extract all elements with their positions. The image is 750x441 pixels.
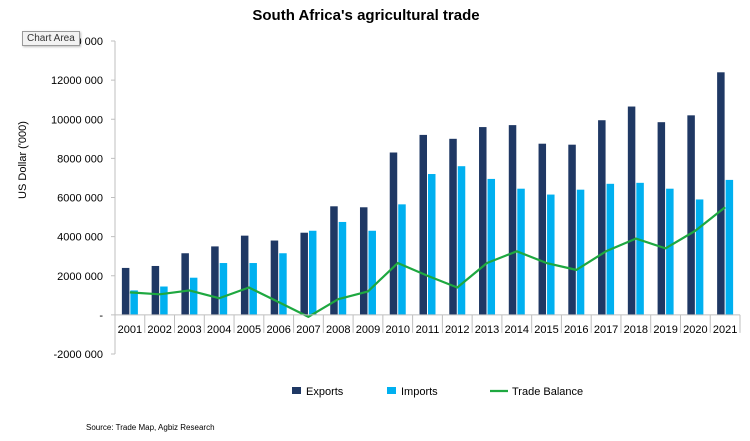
exports-bar bbox=[449, 138, 457, 315]
imports-bar bbox=[487, 178, 496, 315]
y-tick-label: 6000 000 bbox=[57, 193, 103, 205]
x-tick-label: 2009 bbox=[356, 324, 380, 336]
legend-label: Exports bbox=[306, 386, 344, 398]
x-tick-label: 2008 bbox=[326, 324, 350, 336]
exports-bar bbox=[657, 122, 666, 315]
imports-bar bbox=[636, 182, 644, 315]
imports-bar bbox=[666, 188, 674, 315]
x-tick-label: 2001 bbox=[118, 324, 142, 336]
exports-bar bbox=[389, 152, 398, 315]
imports-bar bbox=[189, 277, 198, 315]
exports-bar bbox=[419, 134, 427, 315]
x-tick-label: 2006 bbox=[266, 324, 290, 336]
exports-bar bbox=[300, 232, 308, 315]
legend-label: Imports bbox=[401, 386, 438, 398]
source-note: Source: Trade Map, Agbiz Research bbox=[86, 423, 215, 432]
x-tick-label: 2013 bbox=[475, 324, 499, 336]
exports-bar bbox=[687, 115, 695, 315]
imports-bar bbox=[547, 194, 555, 315]
x-tick-label: 2010 bbox=[385, 324, 409, 336]
y-tick-label: 8000 000 bbox=[57, 153, 103, 165]
imports-bar bbox=[160, 286, 168, 315]
imports-bar bbox=[130, 290, 138, 315]
exports-bar bbox=[479, 127, 487, 315]
imports-bar bbox=[398, 204, 406, 315]
exports-bar bbox=[211, 246, 219, 315]
imports-bar bbox=[725, 179, 734, 315]
y-tick-label: 4000 000 bbox=[57, 232, 103, 244]
exports-bar bbox=[359, 207, 368, 315]
x-tick-label: 2005 bbox=[237, 324, 261, 336]
chart-area-tooltip: Chart Area bbox=[22, 31, 80, 46]
x-tick-label: 2020 bbox=[683, 324, 707, 336]
imports-bar bbox=[695, 199, 704, 315]
exports-bar bbox=[121, 267, 130, 315]
exports-bar bbox=[270, 240, 279, 315]
legend-swatch bbox=[387, 387, 396, 394]
imports-bar bbox=[308, 230, 317, 315]
x-tick-label: 2019 bbox=[653, 324, 677, 336]
y-tick-label: -2000 000 bbox=[53, 349, 103, 361]
imports-bar bbox=[517, 188, 525, 315]
y-tick-label: - bbox=[99, 310, 103, 322]
legend-swatch bbox=[292, 387, 301, 394]
x-tick-label: 2014 bbox=[505, 324, 529, 336]
exports-bar bbox=[627, 106, 636, 315]
exports-bar bbox=[508, 125, 517, 315]
y-tick-label: 10000 000 bbox=[51, 114, 103, 126]
chart-title: South Africa's agricultural trade bbox=[252, 7, 479, 24]
x-tick-label: 2012 bbox=[445, 324, 469, 336]
x-tick-label: 2004 bbox=[207, 324, 231, 336]
x-tick-label: 2016 bbox=[564, 324, 588, 336]
x-tick-label: 2002 bbox=[147, 324, 171, 336]
exports-bar bbox=[598, 120, 606, 315]
exports-bar bbox=[568, 144, 576, 315]
imports-bar bbox=[368, 230, 376, 315]
x-tick-label: 2017 bbox=[594, 324, 618, 336]
x-tick-label: 2011 bbox=[416, 324, 440, 336]
imports-bar bbox=[576, 189, 585, 315]
exports-bar bbox=[151, 265, 160, 315]
trade-balance-line bbox=[129, 206, 726, 318]
x-tick-label: 2007 bbox=[296, 324, 320, 336]
x-tick-label: 2021 bbox=[713, 324, 737, 336]
imports-bar bbox=[219, 263, 228, 315]
y-tick-label: 2000 000 bbox=[57, 271, 103, 283]
x-tick-label: 2003 bbox=[177, 324, 201, 336]
exports-bar bbox=[330, 206, 338, 315]
y-axis-label: US Dollar ('000) bbox=[17, 121, 29, 199]
exports-bar bbox=[181, 253, 189, 315]
y-tick-label: 12000 000 bbox=[51, 75, 103, 87]
exports-bar bbox=[717, 72, 725, 315]
exports-bar bbox=[538, 143, 547, 315]
imports-bar bbox=[279, 253, 287, 315]
x-tick-label: 2015 bbox=[534, 324, 558, 336]
x-tick-label: 2018 bbox=[624, 324, 648, 336]
legend-label: Trade Balance bbox=[512, 386, 583, 398]
exports-bar bbox=[240, 235, 249, 315]
imports-bar bbox=[338, 221, 347, 315]
imports-bar bbox=[457, 166, 466, 315]
imports-bar bbox=[428, 174, 436, 315]
